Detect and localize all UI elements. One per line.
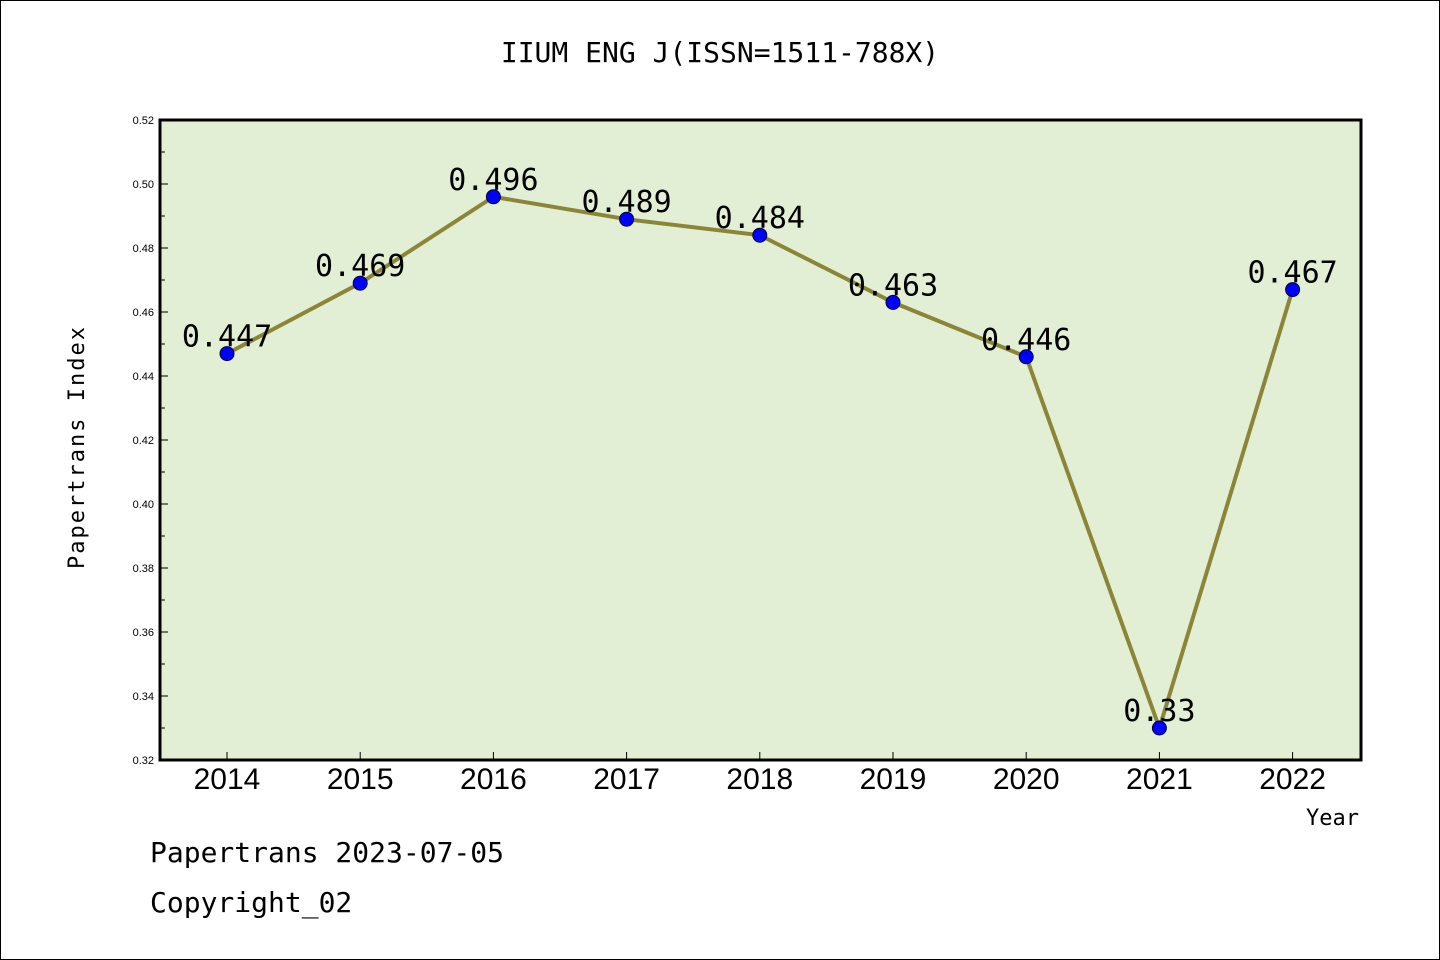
- x-tick-label: 2020: [993, 763, 1060, 796]
- data-label: 0.446: [981, 323, 1071, 358]
- data-points: [219, 189, 1301, 736]
- x-tick-label: 2016: [460, 763, 527, 796]
- y-tick-label: 0.32: [133, 755, 154, 767]
- data-label: 0.489: [581, 185, 671, 220]
- x-tick-label: 2022: [1259, 763, 1326, 796]
- data-label: 0.484: [715, 201, 805, 236]
- data-point: [619, 211, 635, 227]
- y-tick-label: 0.46: [133, 307, 154, 319]
- y-axis: 0.32 0.34 0.36 0.38 0.40 0.42 0.44 0.46 0.48 0.50…: [133, 115, 168, 767]
- y-tick-label: 0.38: [133, 563, 154, 575]
- data-point: [1018, 349, 1034, 365]
- y-tick-label: 0.40: [133, 499, 154, 511]
- y-tick-label: 0.42: [133, 435, 154, 447]
- x-tick-label: 2019: [860, 763, 927, 796]
- data-point: [752, 227, 768, 243]
- data-point: [885, 294, 901, 310]
- x-axis-title: Year: [1306, 806, 1359, 831]
- data-label: 0.467: [1247, 256, 1337, 291]
- data-point: [1151, 720, 1167, 736]
- y-tick-label: 0.36: [133, 627, 154, 639]
- data-label: 0.469: [315, 249, 405, 284]
- plot-area: [158, 118, 1363, 762]
- y-tick-label: 0.48: [133, 243, 154, 255]
- data-point: [485, 189, 501, 205]
- data-point: [1285, 282, 1301, 298]
- data-label: 0.447: [182, 320, 272, 355]
- footer-copyright: Copyright_02: [150, 886, 353, 919]
- x-tick-label: 2018: [726, 763, 793, 796]
- data-label: 0.33: [1123, 694, 1195, 729]
- y-tick-label: 0.50: [133, 179, 154, 191]
- data-point: [219, 346, 235, 362]
- y-axis-title: Papertrans Index: [65, 325, 90, 569]
- x-tick-label: 2021: [1126, 763, 1193, 796]
- x-axis: 2014 2015 2016 2017 2018 2019 2020 2021 2022: [194, 752, 1326, 796]
- data-point: [352, 275, 368, 291]
- y-tick-label: 0.44: [133, 371, 154, 383]
- footer-date: Papertrans 2023-07-05: [150, 836, 505, 869]
- data-labels: 0.447 0.469 0.496 0.489 0.484 0.463 0.446 0.33 0…: [182, 163, 1338, 729]
- data-label: 0.496: [448, 163, 538, 198]
- y-tick-label: 0.52: [133, 115, 154, 127]
- x-tick-label: 2017: [593, 763, 660, 796]
- data-label: 0.463: [848, 268, 938, 303]
- y-tick-label: 0.34: [133, 691, 154, 703]
- x-tick-label: 2015: [327, 763, 394, 796]
- chart-title: IIUM ENG J(ISSN=1511-788X): [500, 36, 940, 69]
- x-tick-label: 2014: [194, 763, 261, 796]
